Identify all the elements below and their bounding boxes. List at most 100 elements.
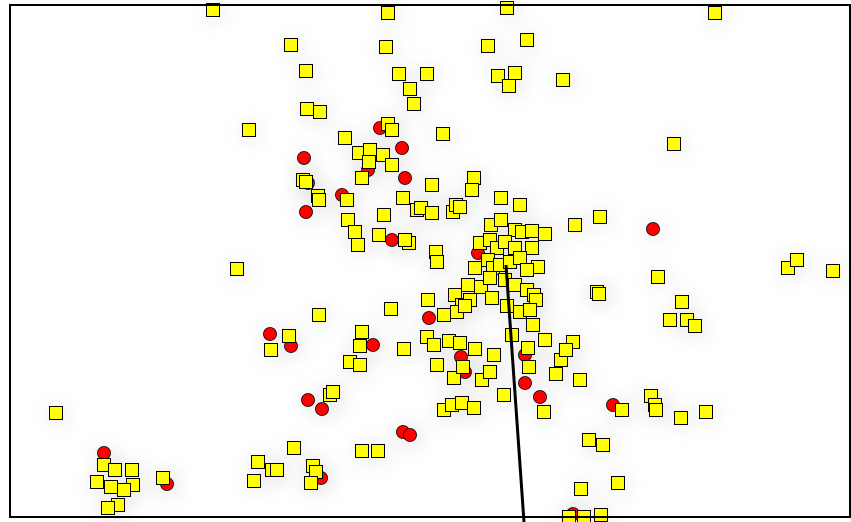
- yellow-square-marker-icon[interactable]: [425, 178, 439, 192]
- yellow-square-marker-icon[interactable]: [675, 295, 689, 309]
- yellow-square-marker-icon[interactable]: [453, 336, 467, 350]
- red-circle-marker-icon[interactable]: [97, 446, 111, 460]
- yellow-square-marker-icon[interactable]: [326, 385, 340, 399]
- yellow-square-marker-icon[interactable]: [312, 308, 326, 322]
- yellow-square-marker-icon[interactable]: [372, 228, 386, 242]
- yellow-square-marker-icon[interactable]: [455, 396, 469, 410]
- yellow-square-marker-icon[interactable]: [251, 455, 265, 469]
- yellow-square-marker-icon[interactable]: [593, 210, 607, 224]
- yellow-square-marker-icon[interactable]: [340, 193, 354, 207]
- yellow-square-marker-icon[interactable]: [384, 302, 398, 316]
- yellow-square-marker-icon[interactable]: [312, 193, 326, 207]
- yellow-square-marker-icon[interactable]: [525, 224, 539, 238]
- red-circle-marker-icon[interactable]: [398, 171, 412, 185]
- yellow-square-marker-icon[interactable]: [427, 338, 441, 352]
- yellow-square-marker-icon[interactable]: [465, 183, 479, 197]
- yellow-square-marker-icon[interactable]: [156, 471, 170, 485]
- yellow-square-marker-icon[interactable]: [242, 123, 256, 137]
- yellow-square-marker-icon[interactable]: [491, 69, 505, 83]
- yellow-square-marker-icon[interactable]: [649, 403, 663, 417]
- yellow-square-marker-icon[interactable]: [397, 342, 411, 356]
- yellow-square-marker-icon[interactable]: [299, 175, 313, 189]
- yellow-square-marker-icon[interactable]: [500, 1, 514, 15]
- yellow-square-marker-icon[interactable]: [392, 67, 406, 81]
- yellow-square-marker-icon[interactable]: [117, 483, 131, 497]
- yellow-square-marker-icon[interactable]: [526, 318, 540, 332]
- yellow-square-marker-icon[interactable]: [468, 261, 482, 275]
- yellow-square-marker-icon[interactable]: [582, 433, 596, 447]
- yellow-square-marker-icon[interactable]: [355, 444, 369, 458]
- yellow-square-marker-icon[interactable]: [537, 405, 551, 419]
- yellow-square-marker-icon[interactable]: [430, 255, 444, 269]
- yellow-square-marker-icon[interactable]: [304, 476, 318, 490]
- yellow-square-marker-icon[interactable]: [502, 79, 516, 93]
- yellow-square-marker-icon[interactable]: [538, 333, 552, 347]
- yellow-square-marker-icon[interactable]: [483, 271, 497, 285]
- yellow-square-marker-icon[interactable]: [362, 155, 376, 169]
- yellow-square-marker-icon[interactable]: [663, 313, 677, 327]
- yellow-square-marker-icon[interactable]: [523, 303, 537, 317]
- yellow-square-marker-icon[interactable]: [458, 299, 472, 313]
- yellow-square-marker-icon[interactable]: [104, 480, 118, 494]
- yellow-square-marker-icon[interactable]: [282, 329, 296, 343]
- yellow-square-marker-icon[interactable]: [49, 406, 63, 420]
- yellow-square-marker-icon[interactable]: [592, 287, 606, 301]
- yellow-square-marker-icon[interactable]: [456, 360, 470, 374]
- yellow-square-marker-icon[interactable]: [385, 158, 399, 172]
- yellow-square-marker-icon[interactable]: [264, 343, 278, 357]
- yellow-square-marker-icon[interactable]: [508, 66, 522, 80]
- yellow-square-marker-icon[interactable]: [826, 264, 840, 278]
- red-circle-marker-icon[interactable]: [366, 338, 380, 352]
- yellow-square-marker-icon[interactable]: [525, 241, 539, 255]
- yellow-square-marker-icon[interactable]: [90, 475, 104, 489]
- yellow-square-marker-icon[interactable]: [494, 191, 508, 205]
- yellow-square-marker-icon[interactable]: [574, 482, 588, 496]
- red-circle-marker-icon[interactable]: [518, 376, 532, 390]
- yellow-square-marker-icon[interactable]: [355, 325, 369, 339]
- yellow-square-marker-icon[interactable]: [353, 339, 367, 353]
- yellow-square-marker-icon[interactable]: [568, 218, 582, 232]
- red-circle-marker-icon[interactable]: [646, 222, 660, 236]
- red-circle-marker-icon[interactable]: [385, 233, 399, 247]
- yellow-square-marker-icon[interactable]: [790, 253, 804, 267]
- yellow-square-marker-icon[interactable]: [284, 38, 298, 52]
- red-circle-marker-icon[interactable]: [533, 390, 547, 404]
- yellow-square-marker-icon[interactable]: [481, 39, 495, 53]
- yellow-square-marker-icon[interactable]: [407, 97, 421, 111]
- yellow-square-marker-icon[interactable]: [708, 6, 722, 20]
- yellow-square-marker-icon[interactable]: [437, 308, 451, 322]
- yellow-square-marker-icon[interactable]: [521, 341, 535, 355]
- yellow-square-marker-icon[interactable]: [363, 143, 377, 157]
- yellow-square-marker-icon[interactable]: [385, 123, 399, 137]
- yellow-square-marker-icon[interactable]: [573, 373, 587, 387]
- yellow-square-marker-icon[interactable]: [615, 403, 629, 417]
- yellow-square-marker-icon[interactable]: [101, 501, 115, 515]
- yellow-square-marker-icon[interactable]: [467, 401, 481, 415]
- red-circle-marker-icon[interactable]: [395, 141, 409, 155]
- yellow-square-marker-icon[interactable]: [487, 348, 501, 362]
- yellow-square-marker-icon[interactable]: [461, 278, 475, 292]
- yellow-square-marker-icon[interactable]: [338, 131, 352, 145]
- yellow-square-marker-icon[interactable]: [425, 206, 439, 220]
- yellow-square-marker-icon[interactable]: [381, 6, 395, 20]
- yellow-square-marker-icon[interactable]: [468, 342, 482, 356]
- yellow-square-marker-icon[interactable]: [300, 102, 314, 116]
- yellow-square-marker-icon[interactable]: [230, 262, 244, 276]
- yellow-square-marker-icon[interactable]: [594, 508, 608, 522]
- yellow-square-marker-icon[interactable]: [453, 200, 467, 214]
- yellow-square-marker-icon[interactable]: [371, 444, 385, 458]
- red-circle-marker-icon[interactable]: [422, 311, 436, 325]
- yellow-square-marker-icon[interactable]: [508, 278, 522, 292]
- yellow-square-marker-icon[interactable]: [436, 127, 450, 141]
- yellow-square-marker-icon[interactable]: [313, 105, 327, 119]
- yellow-square-marker-icon[interactable]: [485, 291, 499, 305]
- yellow-square-marker-icon[interactable]: [206, 3, 220, 17]
- yellow-square-marker-icon[interactable]: [247, 474, 261, 488]
- yellow-square-marker-icon[interactable]: [596, 438, 610, 452]
- yellow-square-marker-icon[interactable]: [699, 405, 713, 419]
- yellow-square-marker-icon[interactable]: [494, 213, 508, 227]
- yellow-square-marker-icon[interactable]: [353, 358, 367, 372]
- yellow-square-marker-icon[interactable]: [674, 411, 688, 425]
- yellow-square-marker-icon[interactable]: [538, 227, 552, 241]
- yellow-square-marker-icon[interactable]: [447, 371, 461, 385]
